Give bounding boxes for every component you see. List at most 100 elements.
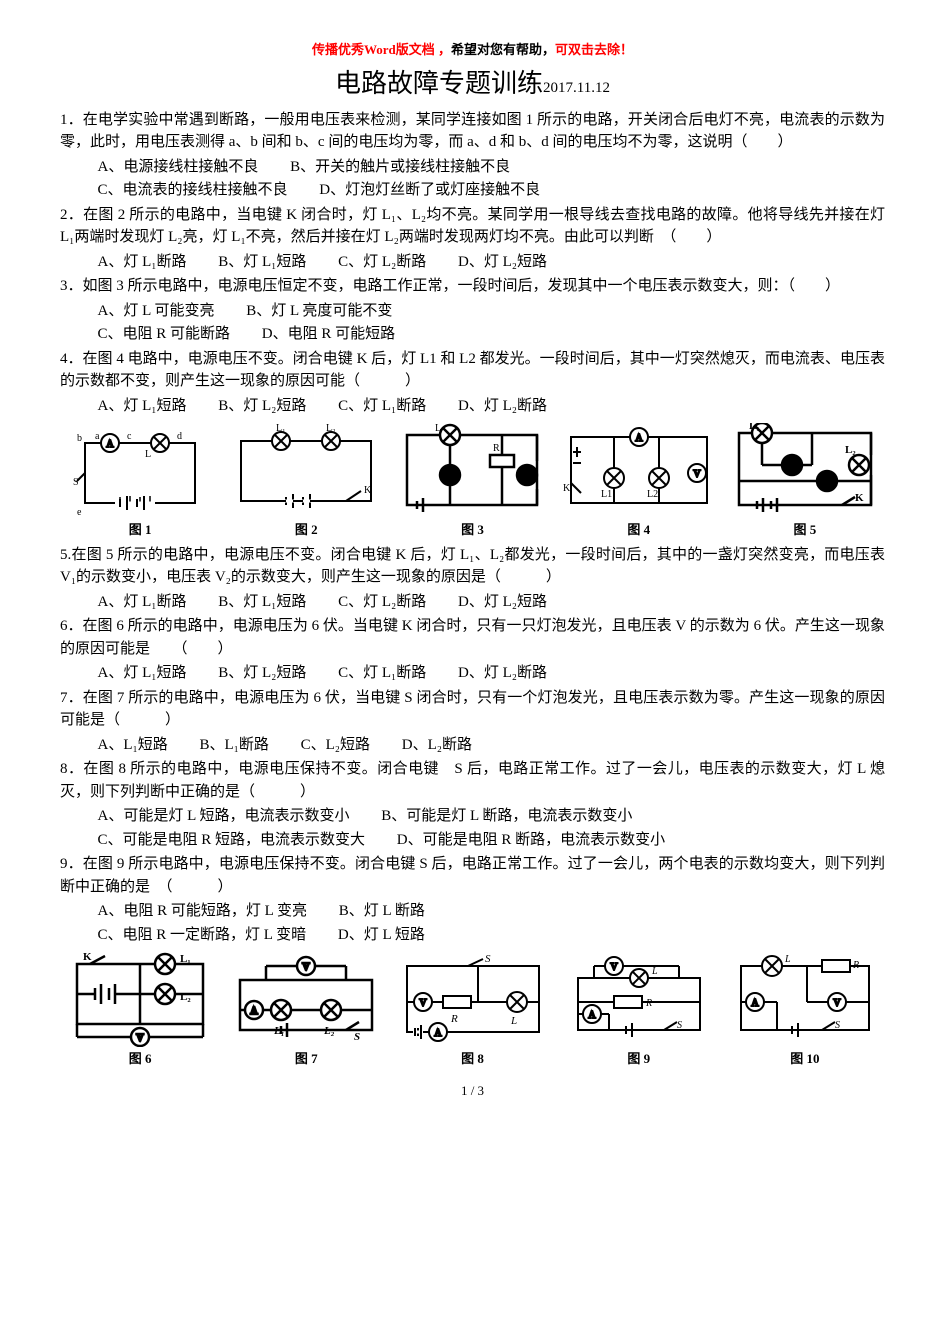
circuit-6-svg: V K L₁ L₂: [65, 952, 215, 1047]
svg-text:A: A: [588, 1010, 596, 1021]
svg-text:L₂: L₂: [326, 423, 336, 434]
q9-optC: C、电阻 R 一定断路，灯 L 变暗: [98, 924, 307, 947]
svg-text:R: R: [645, 998, 652, 1009]
fig2-label: 图 2: [295, 520, 318, 540]
svg-text:V₂: V₂: [823, 477, 833, 487]
question-8: 8．在图 8 所示的电路中，电源电压保持不变。闭合电键 S 后，电路正常工作。过…: [60, 758, 885, 803]
svg-text:S: S: [677, 1020, 682, 1031]
svg-text:S: S: [73, 477, 79, 488]
svg-text:V: V: [834, 998, 842, 1009]
fig1-label: 图 1: [129, 520, 152, 540]
q9-optB: B、灯 L 断路: [339, 900, 425, 923]
q1-opts-row2: C、电流表的接线柱接触不良 D、灯泡灯丝断了或灯座接触不良: [60, 179, 885, 202]
svg-text:L₂: L₂: [180, 991, 191, 1003]
svg-text:V: V: [136, 1033, 144, 1044]
q9-optA: A、电阻 R 可能短路，灯 L 变亮: [98, 900, 307, 923]
fig10-label: 图 10: [790, 1049, 819, 1069]
svg-text:L: L: [651, 966, 658, 977]
figure-4: A V K L1L2 图 4: [559, 423, 719, 540]
svg-text:K: K: [855, 492, 864, 504]
q8-optA: A、可能是灯 L 短路，电流表示数变小: [98, 805, 350, 828]
q8-optB: B、可能是灯 L 断路，电流表示数变小: [381, 805, 632, 828]
fig3-label: 图 3: [461, 520, 484, 540]
svg-text:A: A: [752, 998, 760, 1009]
svg-text:L: L: [510, 1015, 517, 1027]
figure-3: V₁ V₂ LR 图 3: [392, 423, 552, 540]
question-7: 7．在图 7 所示的电路中，电源电压为 6 伏，当电键 S 闭合时，只有一个灯泡…: [60, 687, 885, 732]
fig7-label: 图 7: [295, 1049, 318, 1069]
svg-text:L₂: L₂: [323, 1025, 335, 1037]
q3-optD: D、电阻 R 可能短路: [262, 323, 395, 346]
q8-opts-row1: A、可能是灯 L 短路，电流表示数变小 B、可能是灯 L 断路，电流表示数变小: [60, 805, 885, 828]
svg-text:V: V: [419, 998, 427, 1009]
figure-row-1: A ba cd S L e 图 1: [60, 423, 885, 540]
figure-6: V K L₁ L₂ 图 6: [60, 952, 220, 1069]
q6-optB: B、灯 L₂短路: [218, 662, 306, 685]
q7-optD: D、L₂断路: [402, 734, 472, 757]
svg-text:c: c: [127, 431, 132, 442]
svg-text:L₁: L₁: [276, 423, 286, 434]
svg-text:L2: L2: [647, 489, 658, 500]
circuit-4-svg: A V K L1L2: [559, 423, 719, 518]
q3-opts-row2: C、电阻 R 可能断路 D、电阻 R 可能短路: [60, 323, 885, 346]
question-1: 1．在电学实验中常遇到断路，一般用电压表来检测，某同学连接如图 1 所示的电路，…: [60, 109, 885, 154]
q6-optC: C、灯 L₁断路: [338, 662, 426, 685]
q1-optC: C、电流表的接线柱接触不良: [98, 179, 288, 202]
q4-optC: C、灯 L₁断路: [338, 395, 426, 418]
svg-text:L: L: [145, 449, 151, 460]
header-pre: 传播优秀Word版文档 ，: [312, 42, 451, 57]
q7-opts: A、L₁短路 B、L₁断路 C、L₂短路 D、L₂断路: [60, 734, 885, 757]
svg-text:A: A: [434, 1028, 442, 1039]
q3-optB: B、灯 L 亮度可能不变: [246, 300, 392, 323]
circuit-8-svg: V A S R L: [393, 952, 553, 1047]
q7-optC: C、L₂短路: [301, 734, 370, 757]
fig5-label: 图 5: [794, 520, 817, 540]
figure-5: V₁ V₂ L₁ L₂ K 图 5: [725, 423, 885, 540]
svg-text:V: V: [303, 962, 311, 973]
question-2: 2．在图 2 所示的电路中，当电键 K 闭合时，灯 L₁、L₂均不亮。某同学用一…: [60, 204, 885, 249]
figure-row-2: V K L₁ L₂ 图 6 A V L₁ L: [60, 952, 885, 1069]
svg-text:S: S: [485, 953, 491, 965]
fig4-label: 图 4: [627, 520, 650, 540]
q5-optB: B、灯 L₁短路: [218, 591, 306, 614]
figure-1: A ba cd S L e 图 1: [60, 423, 220, 540]
circuit-7-svg: A V L₁ L₂ S: [226, 952, 386, 1047]
q3-optA: A、灯 L 可能变亮: [98, 300, 215, 323]
svg-text:L: L: [435, 423, 441, 434]
svg-text:K: K: [83, 952, 92, 963]
figure-7: A V L₁ L₂ S 图 7: [226, 952, 386, 1069]
svg-text:L₁: L₁: [749, 423, 760, 432]
svg-text:b: b: [77, 433, 82, 444]
question-5: 5.在图 5 所示的电路中，电源电压不变。闭合电键 K 后，灯 L₁、L₂都发光…: [60, 544, 885, 589]
figure-8: V A S R L 图 8: [392, 952, 552, 1069]
circuit-10-svg: V A L R S: [727, 952, 882, 1047]
q5-optC: C、灯 L₂断路: [338, 591, 426, 614]
svg-text:K: K: [563, 483, 571, 494]
svg-text:L1: L1: [601, 489, 612, 500]
q1-optD: D、灯泡灯丝断了或灯座接触不良: [319, 179, 540, 202]
svg-text:V₂: V₂: [522, 471, 532, 481]
q9-optD: D、灯 L 短路: [338, 924, 425, 947]
circuit-1-svg: A ba cd S L e: [65, 423, 215, 518]
figure-9: V A L R S 图 9: [559, 952, 719, 1069]
q6-opts: A、灯 L₁短路 B、灯 L₂短路 C、灯 L₁断路 D、灯 L₂断路: [60, 662, 885, 685]
figure-2: L₁L₂ K 图 2: [226, 423, 386, 540]
svg-text:S: S: [354, 1031, 360, 1043]
q1-optB: B、开关的触片或接线柱接触不良: [290, 156, 510, 179]
q7-optA: A、L₁短路: [98, 734, 168, 757]
q9-opts-row1: A、电阻 R 可能短路，灯 L 变亮 B、灯 L 断路: [60, 900, 885, 923]
svg-text:L₁: L₁: [273, 1025, 285, 1037]
q5-optD: D、灯 L₂短路: [458, 591, 547, 614]
svg-text:A: A: [251, 1006, 259, 1017]
q5-opts: A、灯 L₁断路 B、灯 L₁短路 C、灯 L₂断路 D、灯 L₂短路: [60, 591, 885, 614]
figure-10: V A L R S 图 10: [725, 952, 885, 1069]
q4-optD: D、灯 L₂断路: [458, 395, 547, 418]
header-note: 传播优秀Word版文档 ，希望对您有帮助，可双击去除！: [60, 40, 885, 60]
page-title: 电路故障专题训练2017.11.12: [60, 64, 885, 103]
svg-text:R: R: [852, 960, 859, 971]
q9-opts-row2: C、电阻 R 一定断路，灯 L 变暗 D、灯 L 短路: [60, 924, 885, 947]
svg-text:V: V: [610, 962, 618, 973]
header-post: 可双击去除！: [555, 42, 633, 57]
q1-optA: A、电源接线柱接触不良: [98, 156, 259, 179]
q8-optD: D、可能是电阻 R 断路，电流表示数变小: [397, 829, 665, 852]
